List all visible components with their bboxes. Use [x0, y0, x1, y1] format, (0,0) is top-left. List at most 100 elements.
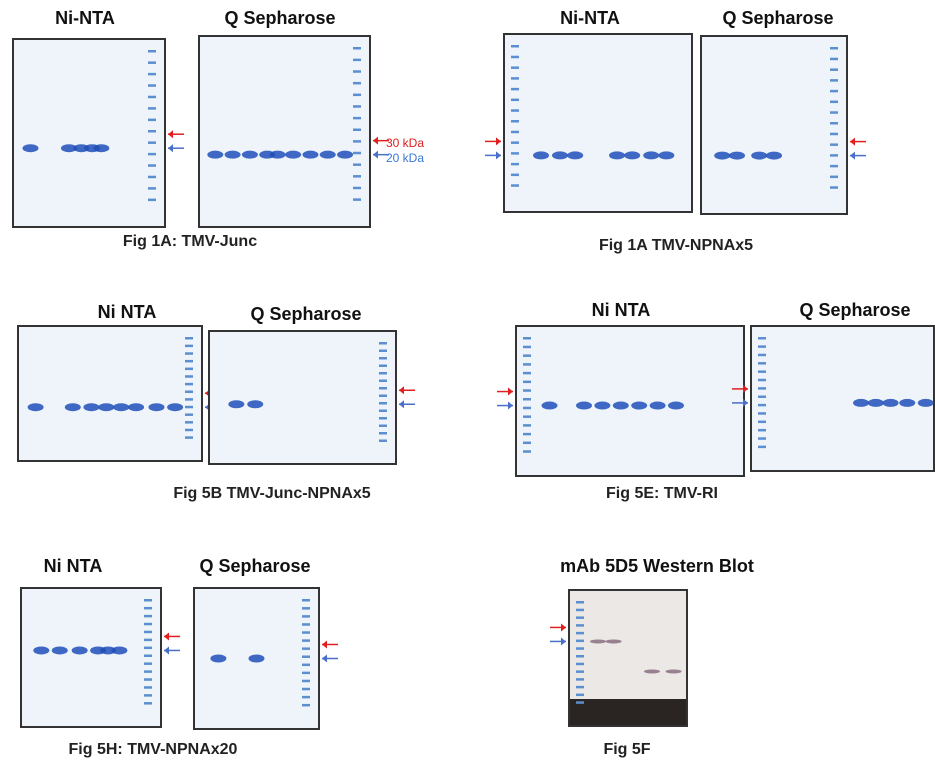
ladder-band — [830, 57, 838, 61]
ladder-band — [353, 105, 361, 108]
protein-band — [111, 646, 128, 655]
caption: Fig 5F — [603, 741, 650, 758]
ladder-band — [302, 647, 310, 650]
gel — [200, 37, 369, 226]
ladder-band — [379, 342, 387, 345]
protein-band — [113, 403, 130, 412]
ladder-band — [511, 120, 519, 123]
protein-band — [319, 150, 336, 159]
gel-title: Ni-NTA — [560, 8, 620, 28]
ladder-band — [148, 141, 156, 144]
ladder-band — [144, 638, 152, 642]
ladder-band — [148, 164, 156, 167]
ladder-band — [511, 162, 519, 166]
ladder-band — [185, 352, 193, 355]
ladder-band — [379, 409, 387, 412]
ladder-band — [144, 646, 152, 650]
ladder-band — [758, 412, 766, 415]
ladder-band — [148, 152, 156, 156]
ladder-band — [511, 109, 519, 112]
ladder-band — [523, 337, 531, 340]
protein-band — [51, 646, 68, 655]
ladder-band — [144, 622, 152, 626]
ladder-band — [144, 614, 152, 618]
ladder-band — [185, 413, 193, 416]
gel — [210, 332, 395, 463]
ladder-band — [144, 654, 152, 657]
ladder-band — [576, 624, 584, 627]
arrow-head — [561, 637, 566, 646]
arrow-head — [373, 150, 378, 159]
ladder-band — [185, 337, 193, 340]
gel-title: Ni NTA — [44, 556, 103, 576]
protein-band — [714, 151, 731, 160]
arrow-head — [743, 398, 748, 407]
ladder-band — [185, 390, 193, 393]
protein-band — [302, 150, 319, 159]
arrow-head — [399, 386, 404, 395]
ladder-band — [185, 367, 193, 371]
ladder-band — [144, 606, 152, 610]
ladder-band — [830, 154, 838, 157]
ladder-band — [576, 647, 584, 650]
ladder-band — [148, 95, 156, 99]
figure-panel: Ni NTA Q Sepharose Fig 5E: TMV-RI — [497, 300, 935, 502]
ladder-band — [353, 186, 361, 190]
gel-shadow — [570, 699, 686, 725]
arrow-head — [168, 130, 173, 139]
ladder-band — [576, 662, 584, 666]
gel-title: Q Sepharose — [224, 8, 335, 28]
ladder-band — [511, 55, 519, 59]
ladder-band — [148, 175, 156, 179]
ladder-band — [576, 693, 584, 697]
ladder-band — [185, 398, 193, 401]
protein-band — [167, 403, 184, 412]
protein-band — [337, 150, 354, 159]
ladder-band — [576, 631, 584, 635]
ladder-band — [830, 143, 838, 146]
ladder-band — [185, 428, 193, 432]
size-marker: 20 kDa — [386, 151, 424, 165]
ladder-band — [758, 378, 766, 382]
ladder-band — [511, 173, 519, 177]
gel-title: Ni-NTA — [55, 8, 115, 28]
ladder-band — [511, 45, 519, 48]
ladder-band — [185, 359, 193, 363]
protein-band — [631, 401, 648, 410]
arrow-head — [322, 654, 327, 663]
protein-band — [751, 151, 768, 160]
protein-band — [658, 151, 675, 160]
ladder-band — [576, 639, 584, 643]
ladder-band — [302, 599, 310, 602]
protein-band — [643, 151, 660, 160]
ladder-band — [523, 432, 531, 436]
protein-band — [552, 151, 568, 160]
ladder-band — [144, 599, 152, 602]
ladder-band — [576, 601, 584, 604]
ladder-band — [302, 663, 310, 667]
ladder-band — [523, 380, 531, 384]
ladder-band — [758, 387, 766, 390]
protein-band — [576, 401, 592, 410]
ladder-band — [144, 662, 152, 665]
protein-band — [668, 401, 684, 410]
arrow-head — [168, 144, 173, 153]
ladder-band — [758, 337, 766, 340]
ladder-band — [379, 439, 387, 442]
ladder-band — [148, 198, 156, 202]
protein-band — [98, 403, 115, 412]
protein-band — [71, 646, 88, 655]
protein-band — [899, 398, 916, 407]
ladder-band — [758, 395, 766, 398]
ladder-band — [511, 87, 519, 91]
gel — [19, 327, 201, 460]
ladder-band — [758, 362, 766, 365]
ladder-band — [353, 140, 361, 143]
gel-title: Ni NTA — [98, 302, 157, 322]
ladder-band — [523, 415, 531, 418]
ladder-band — [830, 186, 838, 189]
ladder-band — [379, 387, 387, 390]
ladder-band — [302, 679, 310, 683]
ladder-band — [758, 420, 766, 424]
